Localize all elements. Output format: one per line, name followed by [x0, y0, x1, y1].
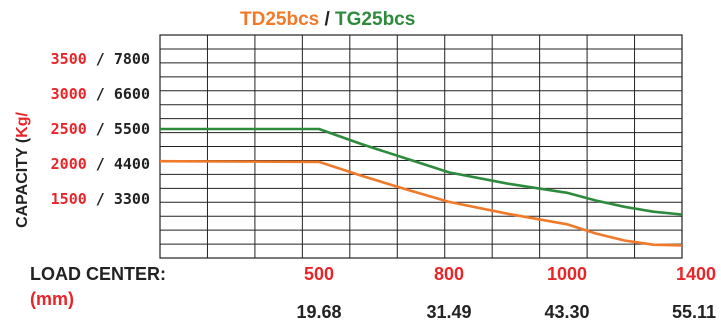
- x-tick-labels: 500 800 1000 1400 19.68 31.49 43.30 55.11: [296, 264, 716, 322]
- chart-title: TD25bcs / TG25bcs: [240, 9, 415, 30]
- x-tick-label-in: 55.11: [672, 302, 716, 322]
- y-tick-labels: 3500 / 7800 3000 / 6600 2500 / 5500 2000 / …: [51, 50, 150, 208]
- x-tick-label-in: 31.49: [426, 302, 471, 322]
- x-tick-label-in: 43.30: [544, 302, 589, 322]
- series-line-td25bcs: [159, 159, 683, 247]
- y-axis-label: CAPACITY (Kg/: [14, 112, 31, 228]
- x-axis-label: LOAD CENTER:: [30, 264, 166, 284]
- y-axis-label-main: CAPACITY (: [14, 137, 31, 228]
- x-tick-label-mm: 1000: [547, 264, 587, 284]
- grid-lines: [160, 35, 682, 258]
- y-tick-label: 3000 / 6600: [51, 85, 150, 103]
- y-axis-label-unit: Kg/: [14, 112, 31, 138]
- y-tick-label: 3500 / 7800: [51, 50, 150, 68]
- y-tick-label: 2500 / 5500: [51, 120, 150, 138]
- x-tick-label-mm: 1400: [676, 264, 716, 284]
- x-axis-unit: (mm): [30, 289, 74, 309]
- series-line-tg25bcs: [160, 127, 683, 216]
- series-lines: [159, 127, 683, 247]
- x-tick-label-mm: 800: [434, 264, 464, 284]
- title-td25: TD25bcs: [240, 9, 319, 30]
- plot-area: [159, 34, 683, 259]
- x-tick-label-mm: 500: [304, 264, 334, 284]
- title-tg25: TG25bcs: [335, 9, 415, 30]
- x-tick-label-in: 19.68: [296, 302, 341, 322]
- y-tick-label: 1500 / 3300: [51, 190, 150, 208]
- title-separator: /: [319, 9, 335, 30]
- y-tick-label: 2000 / 4400: [51, 155, 150, 173]
